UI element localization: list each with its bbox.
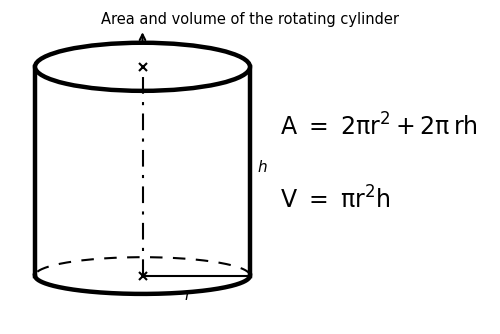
Text: h: h	[258, 160, 267, 174]
Ellipse shape	[35, 43, 250, 91]
Text: $\mathsf{V\ =\ \pi r^2 h}$: $\mathsf{V\ =\ \pi r^2 h}$	[280, 187, 391, 214]
Text: r: r	[184, 288, 190, 303]
Text: $\mathsf{A\ =\ 2\pi r^2 + 2\pi\, rh}$: $\mathsf{A\ =\ 2\pi r^2 + 2\pi\, rh}$	[280, 113, 477, 141]
Text: Area and volume of the rotating cylinder: Area and volume of the rotating cylinder	[101, 12, 399, 27]
Polygon shape	[35, 67, 250, 276]
